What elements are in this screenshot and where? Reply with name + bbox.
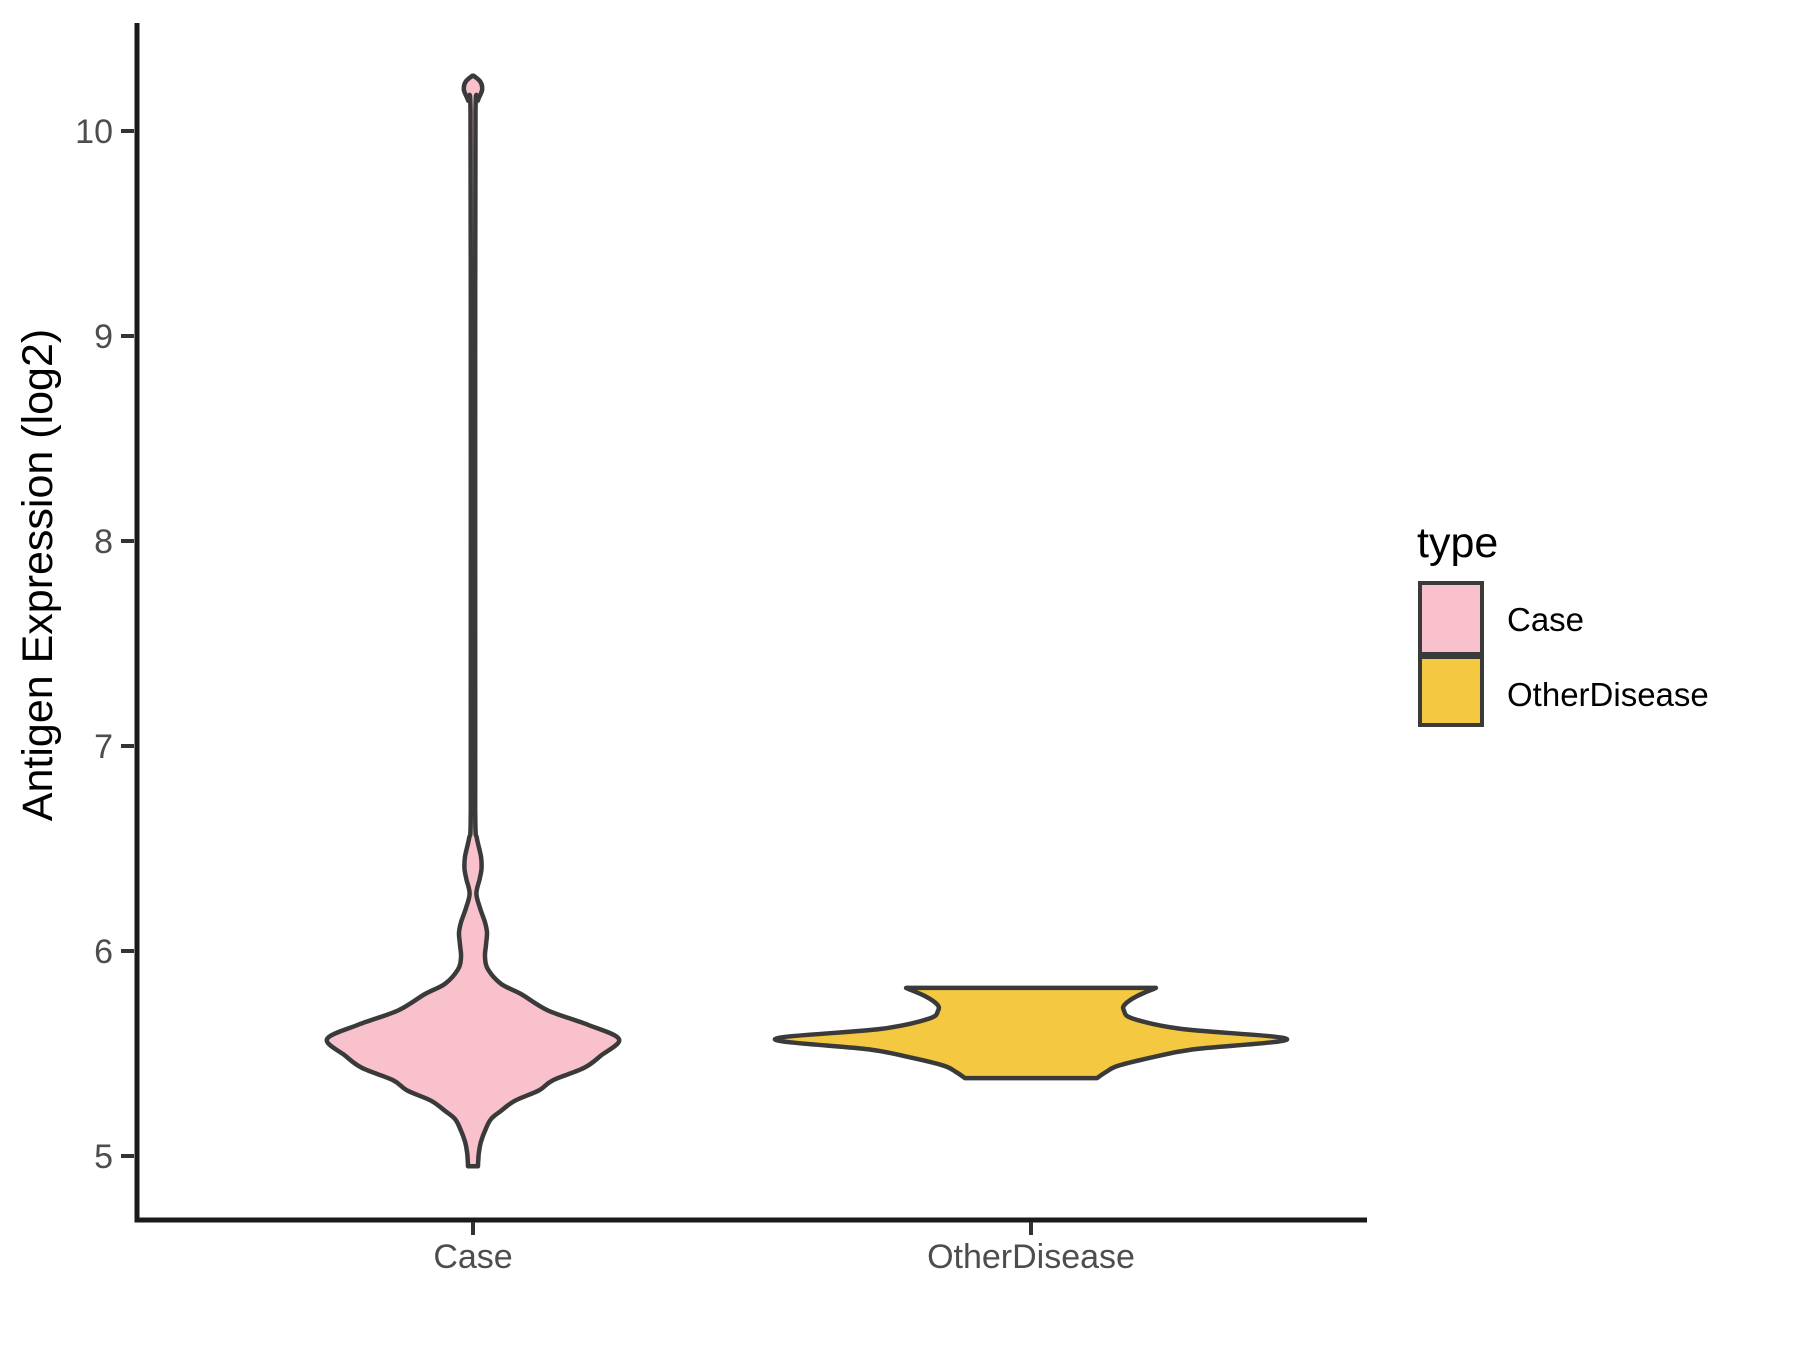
- y-tick-label-10: 10: [75, 113, 113, 151]
- y-tick-label-8: 8: [94, 523, 113, 561]
- y-tick-label-6: 6: [94, 933, 113, 971]
- legend-key-case: [1418, 581, 1484, 656]
- y-tick-label-9: 9: [94, 318, 113, 356]
- y-tick-label-5: 5: [94, 1138, 113, 1176]
- legend: type Case OtherDisease: [1417, 519, 1709, 727]
- violin-otherdisease: [772, 985, 1290, 1081]
- x-tick-marks: [471, 1222, 1033, 1235]
- legend-key-otherdisease: [1418, 655, 1484, 727]
- x-category-label-case: Case: [433, 1238, 512, 1276]
- legend-label-case: Case: [1507, 601, 1584, 638]
- violin-case: [324, 73, 622, 1169]
- y-tick-marks: [121, 129, 134, 1158]
- legend-label-otherdisease: OtherDisease: [1507, 676, 1709, 713]
- violins-layer: [324, 73, 1290, 1169]
- legend-title: type: [1417, 519, 1498, 567]
- x-category-label-otherdisease: OtherDisease: [927, 1238, 1135, 1276]
- y-axis-title: Antigen Expression (log2): [14, 329, 62, 821]
- y-tick-label-7: 7: [94, 728, 113, 766]
